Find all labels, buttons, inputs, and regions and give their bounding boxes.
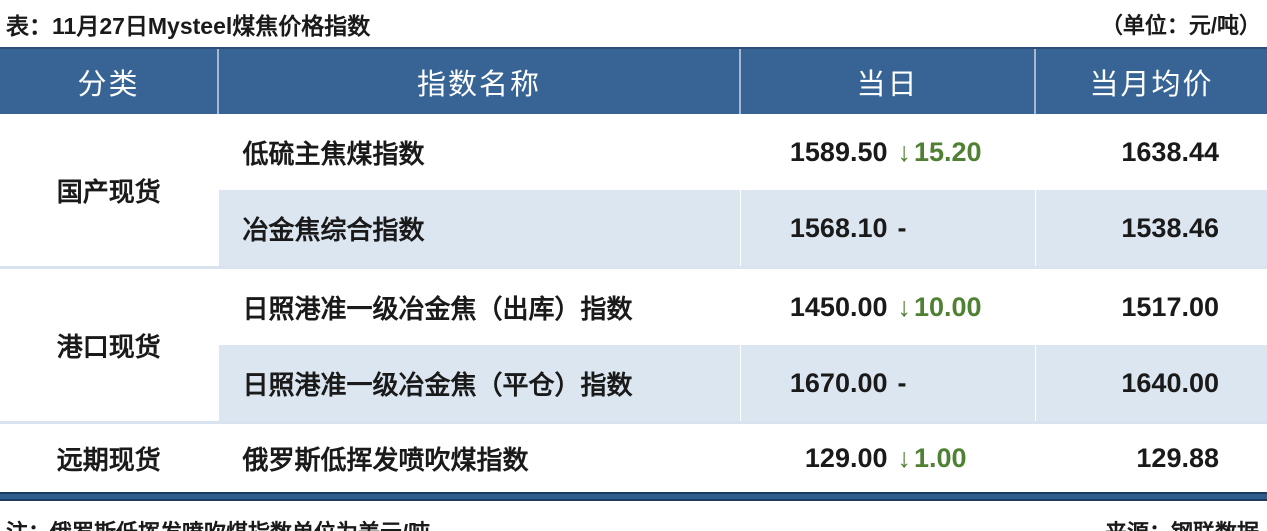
month-avg-cell: 129.88 [1034,422,1267,492]
day-change: - [897,367,907,398]
table-row: 国产现货 低硫主焦煤指数 1589.50 ↓ 15.20 1638.44 [0,114,1267,269]
day-value-cell: 1670.00 - [739,345,1035,424]
month-avg-cell: 1538.46 [1034,190,1267,269]
day-change-value: 1.00 [914,442,967,473]
day-change: ↓ 10.00 [888,292,982,323]
table-row: 远期现货 俄罗斯低挥发喷吹煤指数 129.00 ↓ 1.00 129.88 [0,422,1267,492]
day-change-value: 15.20 [914,136,982,167]
index-name-cell: 俄罗斯低挥发喷吹煤指数 [217,422,740,492]
title-bar: 表：11月27日Mysteel煤焦价格指数 （单位：元/吨） [0,0,1267,47]
table-row: 冶金焦综合指数 1568.10 - 1538.46 [0,190,1267,269]
day-value-cell: 1589.50 ↓ 15.20 [739,114,1035,190]
index-name-cell: 日照港准一级冶金焦（出库）指数 [217,267,740,345]
day-change: - [897,212,907,243]
day-value: 1450.00 [789,291,888,322]
day-value-cell: 129.00 ↓ 1.00 [739,422,1035,492]
note-bar: 注：俄罗斯低挥发喷吹煤指数单位为美元/吨 来源：钢联数据 [0,501,1267,531]
footnote: 注：俄罗斯低挥发喷吹煤指数单位为美元/吨 [6,515,430,531]
category-cell: 港口现货 [0,267,218,424]
table-row: 日照港准一级冶金焦（平仓）指数 1670.00 - 1640.00 [0,345,1267,424]
category-cell: 远期现货 [0,422,218,492]
column-header-day: 当日 [739,47,1035,114]
source-label: 来源：钢联数据 [1105,515,1259,531]
day-value-cell: 1568.10 - [739,190,1035,269]
index-name-cell: 低硫主焦煤指数 [217,114,740,190]
day-value-cell: 1450.00 ↓ 10.00 [739,267,1035,345]
price-index-table: 分类 指数名称 当日 当月均价 国产现货 低硫主焦煤指数 1589.50 ↓ 15… [0,47,1267,492]
month-avg-cell: 1517.00 [1034,267,1267,345]
table-bottom-rule [0,492,1267,501]
index-name-cell: 日照港准一级冶金焦（平仓）指数 [217,345,740,424]
column-header-category: 分类 [0,47,218,114]
day-change: ↓ 1.00 [888,443,967,474]
down-arrow-icon: ↓ [897,291,912,322]
page-title: 表：11月27日Mysteel煤焦价格指数 [6,12,371,39]
header-row: 分类 指数名称 当日 当月均价 [0,47,1267,114]
day-change-value: 10.00 [914,291,982,322]
day-value: 1670.00 [789,367,888,398]
table-row: 港口现货 日照港准一级冶金焦（出库）指数 1450.00 ↓ 10.00 1517… [0,267,1267,424]
column-header-month-avg: 当月均价 [1034,47,1267,114]
index-name-cell: 冶金焦综合指数 [217,190,740,269]
down-arrow-icon: ↓ [897,442,912,473]
down-arrow-icon: ↓ [897,136,912,167]
day-value: 129.00 [804,442,888,473]
month-avg-cell: 1638.44 [1034,114,1267,190]
month-avg-cell: 1640.00 [1034,345,1267,424]
day-value: 1568.10 [789,212,888,243]
column-header-index-name: 指数名称 [217,47,740,114]
day-change: ↓ 15.20 [888,137,982,168]
unit-label: （单位：元/吨） [1100,12,1261,38]
day-value: 1589.50 [789,136,888,167]
category-cell: 国产现货 [0,114,218,269]
